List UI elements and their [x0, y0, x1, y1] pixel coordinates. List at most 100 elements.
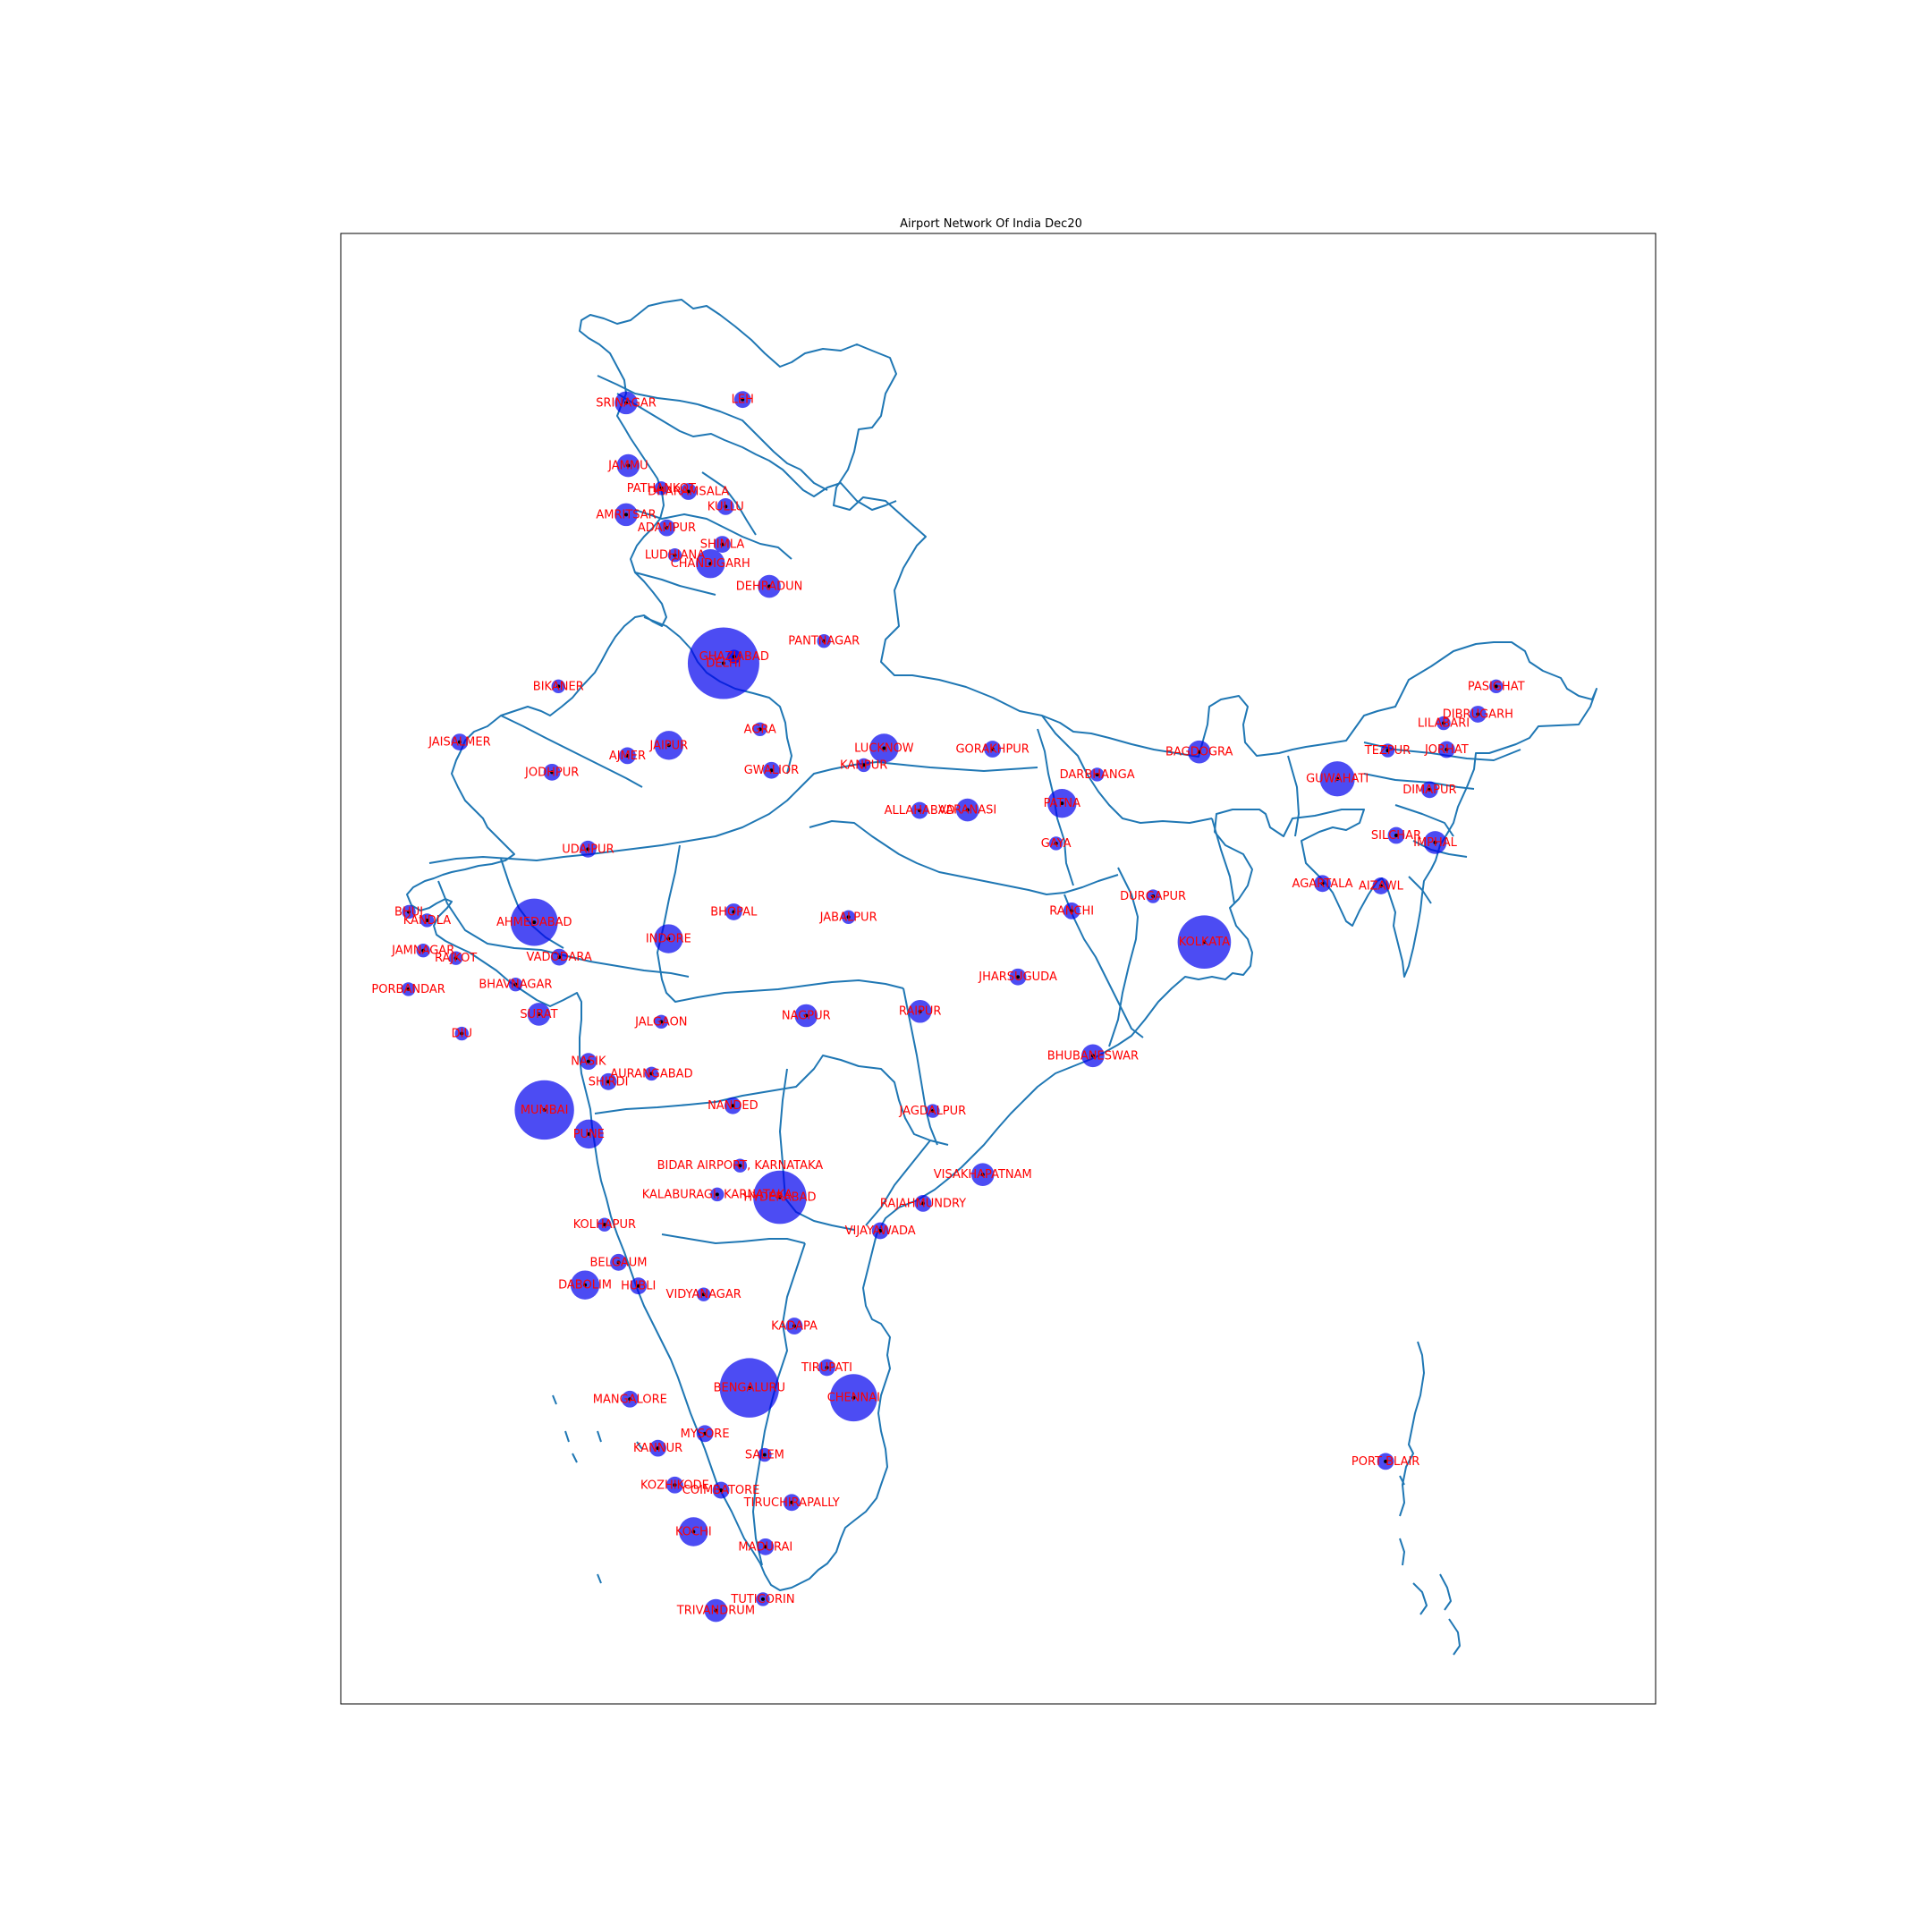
state-boundary [616, 393, 897, 511]
airport-node-darbhanga [1095, 772, 1099, 776]
airport-node-amritsar [624, 513, 629, 517]
island-chain [1399, 1341, 1425, 1517]
airport-label-vijayawada: VIJAYAWADA [845, 1224, 916, 1238]
state-boundary [594, 1055, 949, 1146]
airport-label-surat: SURAT [520, 1008, 557, 1021]
airport-node-jodhpur [550, 770, 555, 775]
airport-node-pasighat [1494, 684, 1498, 689]
airport-label-jharsuguda: JHARSUGUDA [978, 970, 1057, 984]
airport-node-diu [460, 1031, 464, 1036]
airport-node-bhuj [407, 910, 411, 914]
airport-node-dharamsala [686, 489, 691, 494]
airport-node-kalaburagi-karnataka [715, 1192, 719, 1197]
airport-node-jaisalmer [457, 740, 462, 744]
airport-node-trivandrum [714, 1608, 718, 1613]
airport-node-bengaluru [747, 1385, 751, 1390]
airport-label-srinagar: SRINAGAR [596, 396, 657, 410]
airport-node-jammu [626, 463, 631, 468]
airport-node-srinagar [624, 401, 629, 405]
airport-node-kozhikode [673, 1483, 677, 1487]
airport-node-ahmedabad [532, 920, 537, 925]
airport-node-ranchi [1070, 909, 1074, 913]
airport-label-tirupati: TIRUPATI [801, 1361, 852, 1375]
airport-node-visakhapatnam [980, 1173, 985, 1177]
airport-node-pathankot [659, 486, 664, 490]
airport-label-belgaum: BELGAUM [589, 1256, 647, 1269]
airport-label-hyderabad: HYDERABAD [743, 1191, 816, 1205]
island-chain [597, 1430, 602, 1443]
airport-label-gwalior: GWALIOR [744, 764, 799, 777]
airport-label-gorakhpur: GORAKHPUR [955, 743, 1029, 757]
airport-node-jamnagar [421, 948, 426, 953]
airport-label-rajkot: RAJKOT [435, 952, 477, 965]
airport-node-mumbai [542, 1107, 547, 1112]
state-boundary [1287, 755, 1300, 837]
airport-label-kochi: KOCHI [675, 1525, 712, 1538]
state-boundary [1108, 867, 1139, 1047]
airport-label-pune: PUNE [573, 1128, 605, 1141]
airport-node-nanded [731, 1104, 735, 1108]
airport-node-coimbatore [719, 1488, 724, 1493]
airport-node-kanpur [861, 763, 866, 767]
airport-node-guwahati [1335, 776, 1340, 781]
airport-label-nasik: NASIK [571, 1055, 606, 1069]
island-chain [552, 1394, 557, 1405]
country-boundary [406, 299, 1597, 1591]
airport-label-bidar-airport-karnataka: BIDAR AIRPORT, KARNATAKA [657, 1159, 824, 1173]
island-chain [1439, 1573, 1452, 1611]
airport-label-kolhapur: KOLHAPUR [573, 1218, 636, 1232]
island-chain [572, 1453, 578, 1463]
airport-node-jagdalpur [930, 1109, 935, 1114]
airport-label-ranchi: RANCHI [1049, 904, 1094, 918]
airport-label-ludhiana: LUDHIANA [645, 549, 705, 563]
airport-label-jamnagar: JAMNAGAR [391, 945, 454, 958]
airport-node-imphal [1433, 840, 1437, 844]
airport-label-tiruchirapally: TIRUCHIRAPALLY [743, 1496, 840, 1510]
airport-node-kolhapur [602, 1223, 606, 1227]
airport-node-jorhat [1445, 748, 1449, 752]
airport-node-dimapur [1428, 787, 1432, 792]
airport-label-indore: INDORE [646, 933, 691, 946]
airport-node-durgapur [1151, 894, 1156, 899]
airport-label-ghaziabad: GHAZIABAD [699, 650, 769, 664]
airport-label-port-blair: PORT BLAIR [1352, 1455, 1419, 1469]
airport-label-silchar: SILCHAR [1371, 829, 1421, 843]
airport-label-durgapur: DURGAPUR [1120, 890, 1186, 903]
airport-node-tirupati [825, 1365, 829, 1369]
airport-label-jorhat: JORHAT [1424, 743, 1469, 757]
airport-node-port-blair [1384, 1459, 1388, 1463]
state-boundary [1041, 715, 1213, 824]
airport-label-dabolim: DABOLIM [558, 1279, 612, 1292]
airport-label-mumbai: MUMBAI [521, 1104, 569, 1117]
airport-label-gaya: GAYA [1041, 837, 1072, 851]
airport-label-allahabad: ALLAHABAD [885, 804, 955, 818]
airport-node-shimla [720, 542, 724, 547]
airport-label-ajmer: AJMER [609, 750, 646, 763]
airport-node-kandla [425, 918, 429, 922]
airport-label-dehradun: DEHRADUN [736, 580, 803, 594]
state-boundary [1063, 894, 1144, 1038]
airport-label-shirdi: SHIRDI [589, 1075, 629, 1089]
airport-node-jabalpur [846, 915, 851, 919]
airport-label-kalaburagi-karnataka: KALABURAGI, KARNATAKA [642, 1188, 792, 1201]
airport-node-gwalior [769, 768, 774, 773]
airport-label-patna: PATNA [1044, 797, 1081, 810]
airport-label-lucknow: LUCKNOW [854, 741, 914, 755]
airport-label-kolkata: KOLKATA [1179, 936, 1230, 949]
airport-node-leh [741, 397, 745, 402]
state-boundary [661, 1233, 806, 1244]
airport-label-varanasi: VARANASI [938, 804, 996, 818]
airport-label-chennai: CHENNAI [827, 1392, 880, 1405]
airport-label-kanpur: KANPUR [840, 758, 887, 772]
airport-label-vadodara: VADODARA [527, 951, 592, 964]
airport-node-nagpur [804, 1013, 809, 1018]
airport-node-allahabad [918, 809, 922, 813]
airport-label-porbandar: PORBANDAR [371, 983, 445, 996]
airport-node-kullu [724, 504, 728, 509]
airport-node-patna [1060, 801, 1064, 806]
airport-label-mangalore: MANGALORE [593, 1393, 667, 1406]
airport-node-adampur [665, 526, 669, 530]
airport-node-hyderabad [777, 1195, 782, 1199]
airport-node-aurangabad [649, 1072, 654, 1076]
